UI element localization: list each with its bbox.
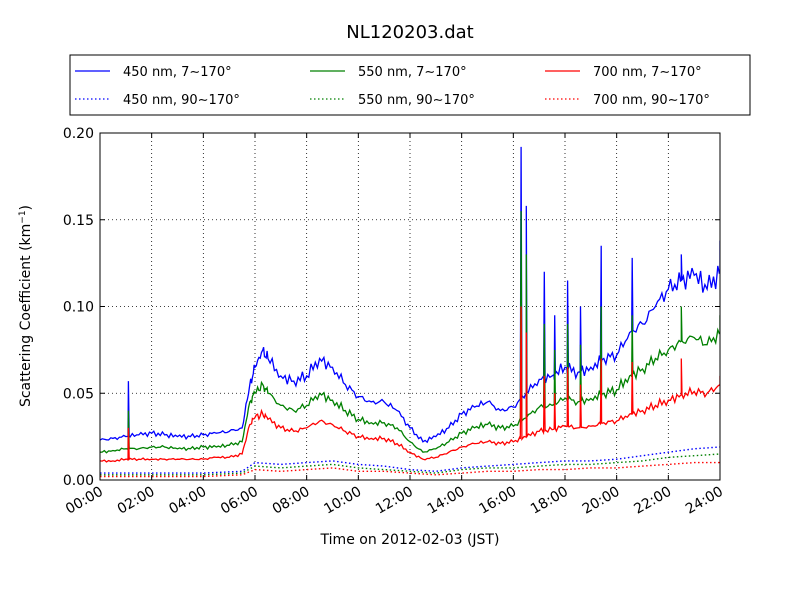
y-axis-label-main: Scattering Coefficient (km	[18, 224, 34, 407]
y-tick-label: 0.20	[63, 126, 94, 142]
legend-label: 550 nm, 7∼170°	[358, 65, 467, 80]
y-axis: 0.00 0.05 0.10 0.15 0.20	[63, 126, 720, 489]
series-line	[100, 306, 720, 463]
grid	[100, 133, 720, 480]
chart-title: NL120203.dat	[346, 22, 473, 43]
legend-label: 450 nm, 90∼170°	[123, 93, 240, 108]
y-tick-label: 0.05	[63, 386, 94, 402]
x-axis-label: Time on 2012-02-03 (JST)	[320, 532, 500, 548]
legend-label: 700 nm, 90∼170°	[593, 93, 710, 108]
y-tick-label: 0.10	[63, 300, 94, 316]
series-line	[100, 446, 720, 474]
y-axis-label-sup: −1	[18, 210, 28, 223]
y-tick-label: 0.00	[63, 473, 94, 489]
series-line	[100, 146, 720, 444]
legend-box	[69, 54, 751, 116]
legend-label: 550 nm, 90∼170°	[358, 93, 475, 108]
series-line	[100, 461, 720, 478]
legend-label: 700 nm, 7∼170°	[593, 65, 702, 80]
legend-label: 450 nm, 7∼170°	[123, 65, 232, 80]
y-axis-label: Scattering Coefficient (km−1)	[18, 205, 34, 407]
y-axis-label-close: )	[18, 205, 34, 210]
legend: 450 nm, 7∼170° 550 nm, 7∼170° 700 nm, 7∼17…	[69, 54, 751, 116]
y-tick-label: 0.15	[63, 213, 94, 229]
series-line	[100, 211, 720, 454]
series-line	[100, 453, 720, 476]
